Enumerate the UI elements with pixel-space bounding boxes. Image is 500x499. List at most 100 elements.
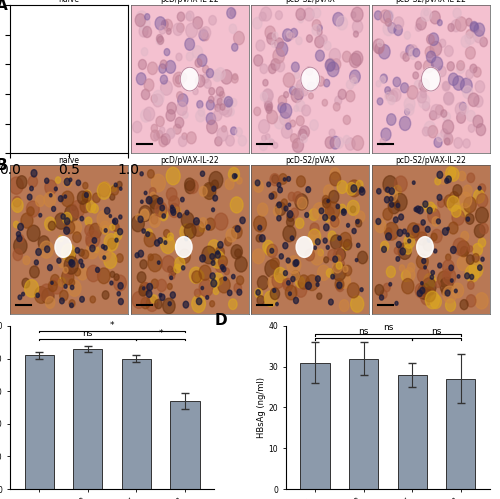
Circle shape: [158, 198, 162, 204]
Circle shape: [98, 58, 105, 67]
Circle shape: [292, 138, 304, 152]
Circle shape: [360, 187, 364, 192]
Circle shape: [466, 214, 474, 225]
Circle shape: [161, 236, 175, 253]
Circle shape: [414, 207, 418, 212]
Circle shape: [444, 132, 452, 142]
Circle shape: [352, 51, 363, 65]
Circle shape: [257, 296, 264, 305]
Circle shape: [336, 16, 347, 30]
Circle shape: [166, 60, 175, 73]
Circle shape: [79, 259, 82, 264]
Circle shape: [110, 194, 115, 200]
Circle shape: [166, 128, 175, 139]
Circle shape: [461, 35, 470, 47]
Circle shape: [102, 125, 111, 137]
Circle shape: [453, 76, 464, 90]
Circle shape: [108, 131, 116, 141]
Circle shape: [402, 278, 414, 294]
Circle shape: [150, 130, 160, 141]
Circle shape: [78, 267, 88, 280]
Text: *: *: [158, 329, 163, 338]
Circle shape: [166, 167, 180, 185]
Circle shape: [20, 55, 25, 62]
Circle shape: [54, 213, 68, 229]
Circle shape: [112, 223, 119, 232]
Circle shape: [263, 89, 272, 102]
Circle shape: [203, 184, 215, 199]
Circle shape: [316, 293, 322, 299]
Circle shape: [173, 124, 181, 134]
Circle shape: [276, 11, 282, 19]
Circle shape: [466, 69, 473, 79]
Circle shape: [463, 139, 470, 148]
Circle shape: [213, 195, 218, 201]
Circle shape: [142, 229, 146, 233]
Circle shape: [160, 205, 164, 211]
Circle shape: [64, 256, 78, 274]
Bar: [24, 355, 54, 489]
Circle shape: [335, 255, 341, 262]
Circle shape: [442, 268, 456, 285]
Circle shape: [272, 175, 278, 183]
Circle shape: [224, 277, 226, 280]
Circle shape: [385, 18, 392, 26]
Circle shape: [80, 22, 87, 31]
Circle shape: [324, 185, 334, 198]
Circle shape: [100, 61, 108, 71]
Circle shape: [100, 221, 110, 233]
Circle shape: [380, 295, 384, 300]
Circle shape: [352, 136, 364, 150]
Circle shape: [230, 127, 237, 135]
Circle shape: [91, 70, 102, 85]
Circle shape: [62, 109, 69, 117]
Circle shape: [216, 250, 219, 254]
Circle shape: [443, 82, 450, 90]
Circle shape: [292, 271, 300, 281]
Circle shape: [206, 120, 218, 134]
Circle shape: [265, 260, 279, 277]
Circle shape: [159, 210, 168, 221]
Title: pcD-S2/pVAX-IL-22: pcD-S2/pVAX-IL-22: [396, 0, 466, 4]
Circle shape: [161, 134, 170, 145]
Circle shape: [328, 231, 336, 241]
Circle shape: [30, 186, 34, 191]
Circle shape: [430, 104, 442, 119]
Circle shape: [258, 225, 262, 230]
Circle shape: [430, 295, 442, 308]
Circle shape: [179, 249, 190, 263]
Circle shape: [406, 45, 414, 56]
Circle shape: [337, 282, 342, 288]
Circle shape: [284, 178, 286, 181]
Circle shape: [14, 101, 20, 108]
Circle shape: [64, 221, 74, 234]
Circle shape: [292, 84, 304, 98]
Circle shape: [173, 23, 183, 35]
Circle shape: [62, 213, 72, 224]
Bar: [398, 375, 427, 489]
Circle shape: [24, 279, 38, 297]
Circle shape: [90, 245, 95, 251]
Bar: [349, 359, 378, 489]
Circle shape: [13, 22, 22, 34]
Circle shape: [104, 11, 110, 20]
Circle shape: [142, 89, 150, 100]
Circle shape: [346, 80, 354, 89]
Circle shape: [272, 41, 276, 47]
Circle shape: [140, 172, 143, 176]
Circle shape: [70, 201, 85, 218]
Circle shape: [273, 49, 284, 63]
Circle shape: [317, 29, 322, 35]
Circle shape: [287, 211, 293, 218]
Circle shape: [301, 67, 320, 91]
Circle shape: [40, 284, 54, 301]
Circle shape: [214, 213, 228, 230]
Circle shape: [156, 36, 163, 45]
Circle shape: [167, 102, 176, 114]
Circle shape: [385, 87, 390, 94]
Circle shape: [216, 261, 224, 272]
Circle shape: [70, 285, 74, 289]
Circle shape: [306, 73, 318, 87]
Circle shape: [435, 178, 440, 185]
Circle shape: [92, 193, 100, 203]
